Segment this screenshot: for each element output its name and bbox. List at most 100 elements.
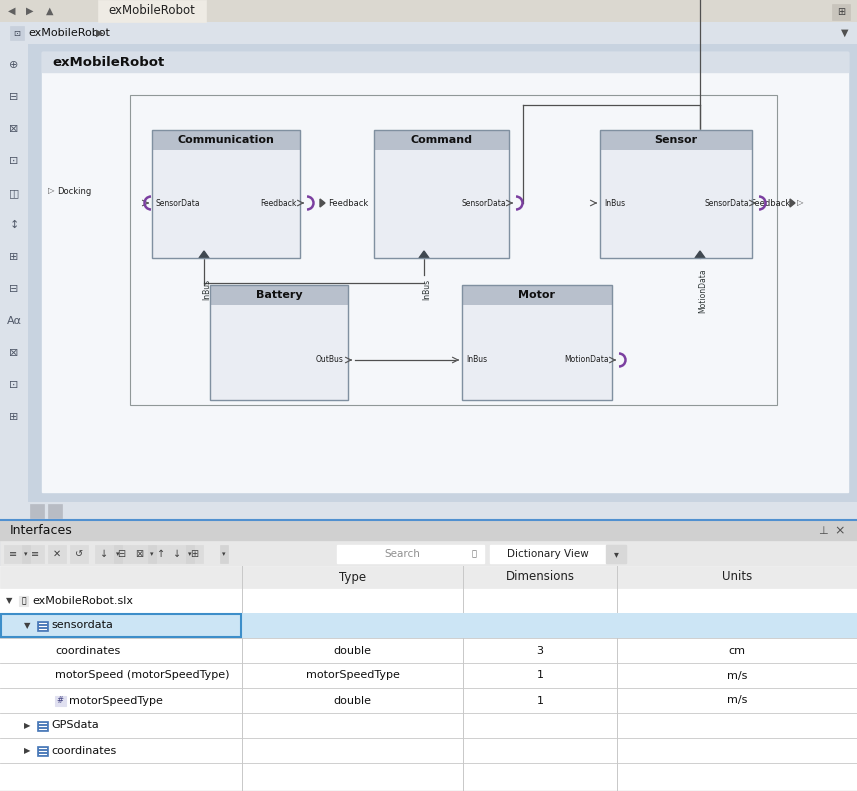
Text: ⊟: ⊟ bbox=[9, 284, 19, 294]
Text: 1: 1 bbox=[536, 695, 543, 706]
Text: Battery: Battery bbox=[255, 290, 303, 300]
Text: ▷: ▷ bbox=[797, 199, 804, 207]
Text: ◀: ◀ bbox=[9, 6, 15, 16]
Bar bbox=[37, 620, 48, 630]
Text: ✕: ✕ bbox=[53, 549, 61, 559]
Text: ≡: ≡ bbox=[9, 549, 17, 559]
Text: GPSdata: GPSdata bbox=[51, 721, 99, 731]
Text: ▶: ▶ bbox=[27, 6, 33, 16]
Bar bbox=[22, 545, 30, 563]
Bar bbox=[48, 504, 62, 518]
Bar bbox=[42, 52, 848, 492]
Text: ▼: ▼ bbox=[6, 596, 13, 605]
Bar bbox=[0, 22, 857, 44]
Bar bbox=[95, 545, 113, 563]
Text: coordinates: coordinates bbox=[55, 645, 120, 656]
Bar bbox=[374, 130, 509, 258]
Text: ⊡: ⊡ bbox=[9, 380, 19, 390]
Text: MotionData: MotionData bbox=[698, 268, 708, 313]
Text: ▶: ▶ bbox=[24, 721, 31, 730]
Bar bbox=[606, 545, 626, 563]
Text: InBus: InBus bbox=[423, 279, 432, 300]
Text: ⊠: ⊠ bbox=[9, 348, 19, 358]
Text: exMobileRobot: exMobileRobot bbox=[28, 28, 110, 38]
Text: Sensor: Sensor bbox=[655, 135, 698, 145]
Bar bbox=[1, 614, 241, 637]
Text: ⊡: ⊡ bbox=[14, 28, 21, 37]
Bar bbox=[600, 130, 752, 258]
Text: Dimensions: Dimensions bbox=[506, 570, 574, 584]
Bar bbox=[26, 545, 44, 563]
Text: Interfaces: Interfaces bbox=[10, 524, 73, 538]
Bar bbox=[0, 0, 857, 22]
Text: ↓: ↓ bbox=[100, 549, 108, 559]
Bar bbox=[0, 520, 857, 541]
Bar bbox=[0, 44, 28, 520]
Text: ⊞: ⊞ bbox=[190, 549, 198, 559]
Text: ▾: ▾ bbox=[222, 551, 225, 557]
Text: ⊠: ⊠ bbox=[9, 124, 19, 134]
Text: ↓: ↓ bbox=[173, 549, 181, 559]
Text: exMobileRobot: exMobileRobot bbox=[109, 5, 195, 17]
Polygon shape bbox=[199, 251, 209, 258]
Bar bbox=[48, 545, 66, 563]
Text: OutBus: OutBus bbox=[316, 355, 344, 365]
Polygon shape bbox=[790, 199, 795, 207]
Bar bbox=[152, 130, 300, 258]
Text: ≡: ≡ bbox=[31, 549, 39, 559]
Bar bbox=[42, 52, 848, 72]
Text: ⊠: ⊠ bbox=[135, 549, 143, 559]
Text: ⊞: ⊞ bbox=[9, 252, 19, 262]
Text: m/s: m/s bbox=[727, 671, 747, 680]
Text: ×: × bbox=[835, 524, 845, 538]
Bar bbox=[0, 613, 857, 638]
Text: exMobileRobot: exMobileRobot bbox=[52, 55, 165, 69]
Bar bbox=[220, 545, 228, 563]
Text: ◫: ◫ bbox=[9, 188, 19, 198]
Text: ⊟: ⊟ bbox=[9, 92, 19, 102]
Text: cm: cm bbox=[728, 645, 746, 656]
Text: ⊕: ⊕ bbox=[9, 60, 19, 70]
Text: double: double bbox=[333, 645, 371, 656]
Text: 🔍: 🔍 bbox=[471, 550, 476, 558]
Bar bbox=[37, 745, 48, 755]
Text: ⊟: ⊟ bbox=[117, 549, 125, 559]
Text: ▾: ▾ bbox=[189, 551, 192, 557]
Text: Aα: Aα bbox=[7, 316, 21, 326]
Bar bbox=[0, 541, 857, 566]
Bar bbox=[0, 566, 857, 791]
Text: 📄: 📄 bbox=[21, 596, 26, 605]
Bar bbox=[130, 545, 148, 563]
Text: ↑: ↑ bbox=[157, 549, 165, 559]
Bar bbox=[0, 566, 857, 588]
Bar bbox=[130, 95, 777, 405]
Text: Communication: Communication bbox=[177, 135, 274, 145]
Bar bbox=[152, 545, 170, 563]
Text: Feedback: Feedback bbox=[261, 199, 297, 207]
Bar bbox=[55, 695, 66, 706]
Text: InBus: InBus bbox=[202, 279, 212, 300]
Bar bbox=[28, 44, 857, 502]
Text: SensorData: SensorData bbox=[704, 199, 749, 207]
Text: ▾: ▾ bbox=[614, 549, 619, 559]
Bar bbox=[462, 285, 612, 400]
Bar bbox=[4, 545, 22, 563]
Text: InBus: InBus bbox=[466, 355, 487, 365]
Bar bbox=[600, 130, 752, 150]
Bar bbox=[210, 285, 348, 400]
Bar bbox=[98, 0, 206, 22]
Polygon shape bbox=[419, 251, 429, 258]
Text: 3: 3 bbox=[536, 645, 543, 656]
Text: motorSpeedType: motorSpeedType bbox=[306, 671, 399, 680]
Text: Search: Search bbox=[385, 549, 421, 559]
Bar bbox=[30, 504, 44, 518]
Text: ⊥: ⊥ bbox=[818, 526, 828, 536]
Text: ▶: ▶ bbox=[96, 28, 103, 38]
Text: motorSpeedType: motorSpeedType bbox=[69, 695, 163, 706]
Text: Feedback: Feedback bbox=[750, 199, 790, 207]
Bar bbox=[152, 130, 300, 150]
Bar bbox=[152, 130, 300, 258]
Bar bbox=[70, 545, 88, 563]
Bar bbox=[112, 545, 130, 563]
Text: sensordata: sensordata bbox=[51, 620, 113, 630]
